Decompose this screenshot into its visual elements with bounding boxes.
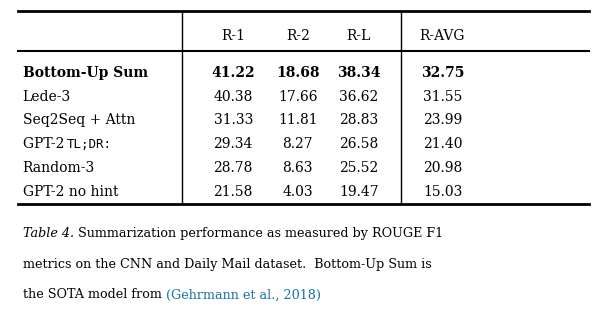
Text: GPT-2 no hint: GPT-2 no hint [23,185,118,199]
Text: 40.38: 40.38 [213,90,253,104]
Text: 8.27: 8.27 [282,137,313,151]
Text: Seq2Seq + Attn: Seq2Seq + Attn [23,113,135,127]
Text: 21.40: 21.40 [423,137,462,151]
Text: (Gehrmann et al., 2018): (Gehrmann et al., 2018) [166,288,321,301]
Text: 4.03: 4.03 [282,185,313,199]
Text: TL;DR:: TL;DR: [66,138,111,151]
Text: 41.22: 41.22 [212,66,255,80]
Text: 11.81: 11.81 [278,113,318,127]
Text: 23.99: 23.99 [423,113,462,127]
Text: 31.33: 31.33 [213,113,253,127]
Text: R-L: R-L [347,29,371,43]
Text: 36.62: 36.62 [339,90,379,104]
Text: 25.52: 25.52 [339,161,379,175]
Text: 29.34: 29.34 [213,137,253,151]
Text: metrics on the CNN and Daily Mail dataset.  Bottom-Up Sum is: metrics on the CNN and Daily Mail datase… [23,258,432,271]
Text: 21.58: 21.58 [213,185,253,199]
Text: 31.55: 31.55 [423,90,462,104]
Text: 28.83: 28.83 [339,113,379,127]
Text: 32.75: 32.75 [421,66,464,80]
Text: 38.34: 38.34 [337,66,380,80]
Text: 26.58: 26.58 [339,137,379,151]
Text: 17.66: 17.66 [278,90,318,104]
Text: Bottom-Up Sum: Bottom-Up Sum [23,66,148,80]
Text: R-2: R-2 [286,29,310,43]
Text: 8.63: 8.63 [282,161,313,175]
Text: 15.03: 15.03 [423,185,462,199]
Text: 18.68: 18.68 [276,66,319,80]
Text: Random-3: Random-3 [23,161,95,175]
Text: 20.98: 20.98 [423,161,462,175]
Text: 19.47: 19.47 [339,185,379,199]
Text: 28.78: 28.78 [213,161,253,175]
Text: Summarization performance as measured by ROUGE F1: Summarization performance as measured by… [74,227,443,240]
Text: R-1: R-1 [221,29,245,43]
Text: R-AVG: R-AVG [420,29,465,43]
Text: GPT-2: GPT-2 [23,137,69,151]
Text: Table 4.: Table 4. [23,227,74,240]
Text: the SOTA model from: the SOTA model from [23,288,166,301]
Text: Lede-3: Lede-3 [23,90,71,104]
